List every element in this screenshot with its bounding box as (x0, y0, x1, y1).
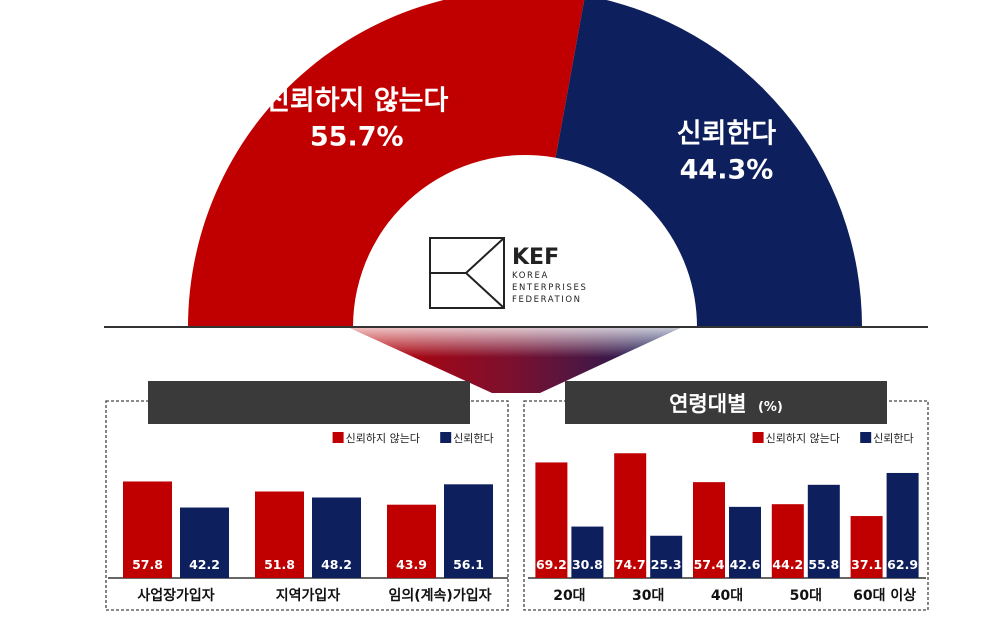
category-label: 30대 (632, 588, 664, 604)
logo-line-2: ENTERPRISES (512, 283, 588, 293)
panel-title-banner (565, 381, 887, 424)
bar-value-label: 25.3 (651, 557, 682, 572)
bar (571, 526, 604, 578)
legend-swatch (440, 432, 452, 443)
kef-logo: KEF KOREA ENTERPRISES FEDERATION (429, 237, 588, 309)
down-arrow-icon (350, 328, 680, 393)
kef-logo-mark-icon (429, 237, 505, 309)
legend-entry: 신뢰한다 (453, 432, 493, 445)
bar (807, 484, 840, 578)
logo-line-3: FEDERATION (512, 295, 582, 305)
bar (693, 482, 725, 578)
bar-value-label: 30.8 (572, 557, 603, 572)
bar (312, 497, 361, 578)
legend-entry: 신뢰하지 않는다 (766, 431, 840, 445)
legend-swatch (752, 432, 764, 443)
panel-title: 연령대별 (%) (669, 392, 783, 416)
panel-title-banner (148, 381, 470, 424)
bar (180, 507, 229, 578)
legend-swatch (860, 432, 872, 443)
bar (614, 453, 647, 578)
bar-value-label: 55.8 (808, 557, 839, 572)
bar (444, 484, 493, 578)
legend-swatch (332, 432, 344, 443)
legend: 신뢰하지 않는다 신뢰한다 (332, 431, 494, 445)
bar (255, 491, 304, 578)
category-label: 40대 (711, 588, 743, 604)
legend-entry: 신뢰한다 (873, 432, 913, 445)
legend-entry: 신뢰하지 않는다 (346, 431, 420, 445)
bar-value-label: 43.9 (396, 557, 427, 572)
bar-value-label: 42.6 (730, 557, 761, 572)
bar (535, 462, 568, 578)
donut-slice-value: 44.3% (680, 155, 774, 186)
bar-value-label: 74.7 (615, 557, 646, 572)
bar-value-label: 56.1 (453, 557, 484, 572)
bar (650, 535, 683, 578)
donut-slice-label: 신뢰하지 않는다 (265, 86, 448, 117)
bar (771, 504, 804, 578)
bar-value-label: 69.2 (536, 557, 567, 572)
category-label: 60대 이상 (853, 587, 916, 604)
bar-value-label: 42.2 (189, 557, 220, 572)
donut-slice-value: 55.7% (310, 122, 404, 153)
bar-value-label: 57.4 (694, 557, 725, 572)
category-label: 50대 (790, 588, 822, 604)
half-donut-chart: 신뢰하지 않는다 55.7% 신뢰한다 44.3% (188, 0, 862, 327)
bar (886, 472, 919, 578)
panel-age-group: 연령대별 (%) 신뢰하지 않는다 신뢰한다 69.2 30.8 20대 74.7 25.… (523, 381, 929, 611)
category-label: 임의(계속)가입자 (389, 587, 492, 604)
donut-slice-label: 신뢰한다 (677, 119, 777, 150)
logo-line-1: KOREA (512, 271, 549, 281)
bar-value-label: 37.1 (851, 557, 882, 572)
bar-value-label: 48.2 (321, 557, 352, 572)
bar-chart-age-group: 69.2 30.8 20대 74.7 25.3 30대 57.4 42.6 40대 44.2 55.… (528, 453, 926, 604)
donut-slice (188, 0, 585, 327)
bar-value-label: 51.8 (264, 557, 295, 572)
category-label: 지역가입자 (276, 587, 341, 604)
bar-value-label: 44.2 (772, 557, 803, 572)
bar-value-label: 62.9 (887, 557, 918, 572)
legend: 신뢰하지 않는다 신뢰한다 (752, 431, 914, 445)
logo-name: KEF (512, 245, 559, 270)
donut-slice (555, 0, 862, 327)
category-label: 20대 (553, 588, 585, 604)
bar-value-label: 57.8 (132, 557, 163, 572)
bar (850, 516, 883, 578)
panel-subscriber-type: 신뢰하지 않는다 신뢰한다 57.8 42.2 사업장가입자 51.8 48.2 지역가입자… (105, 381, 509, 611)
bar-chart-subscriber-type: 57.8 42.2 사업장가입자 51.8 48.2 지역가입자 43.9 56.1 임의(계속… (108, 481, 508, 604)
category-label: 사업장가입자 (137, 587, 214, 604)
bar (387, 504, 436, 578)
bar (123, 481, 172, 578)
bar (729, 506, 761, 578)
